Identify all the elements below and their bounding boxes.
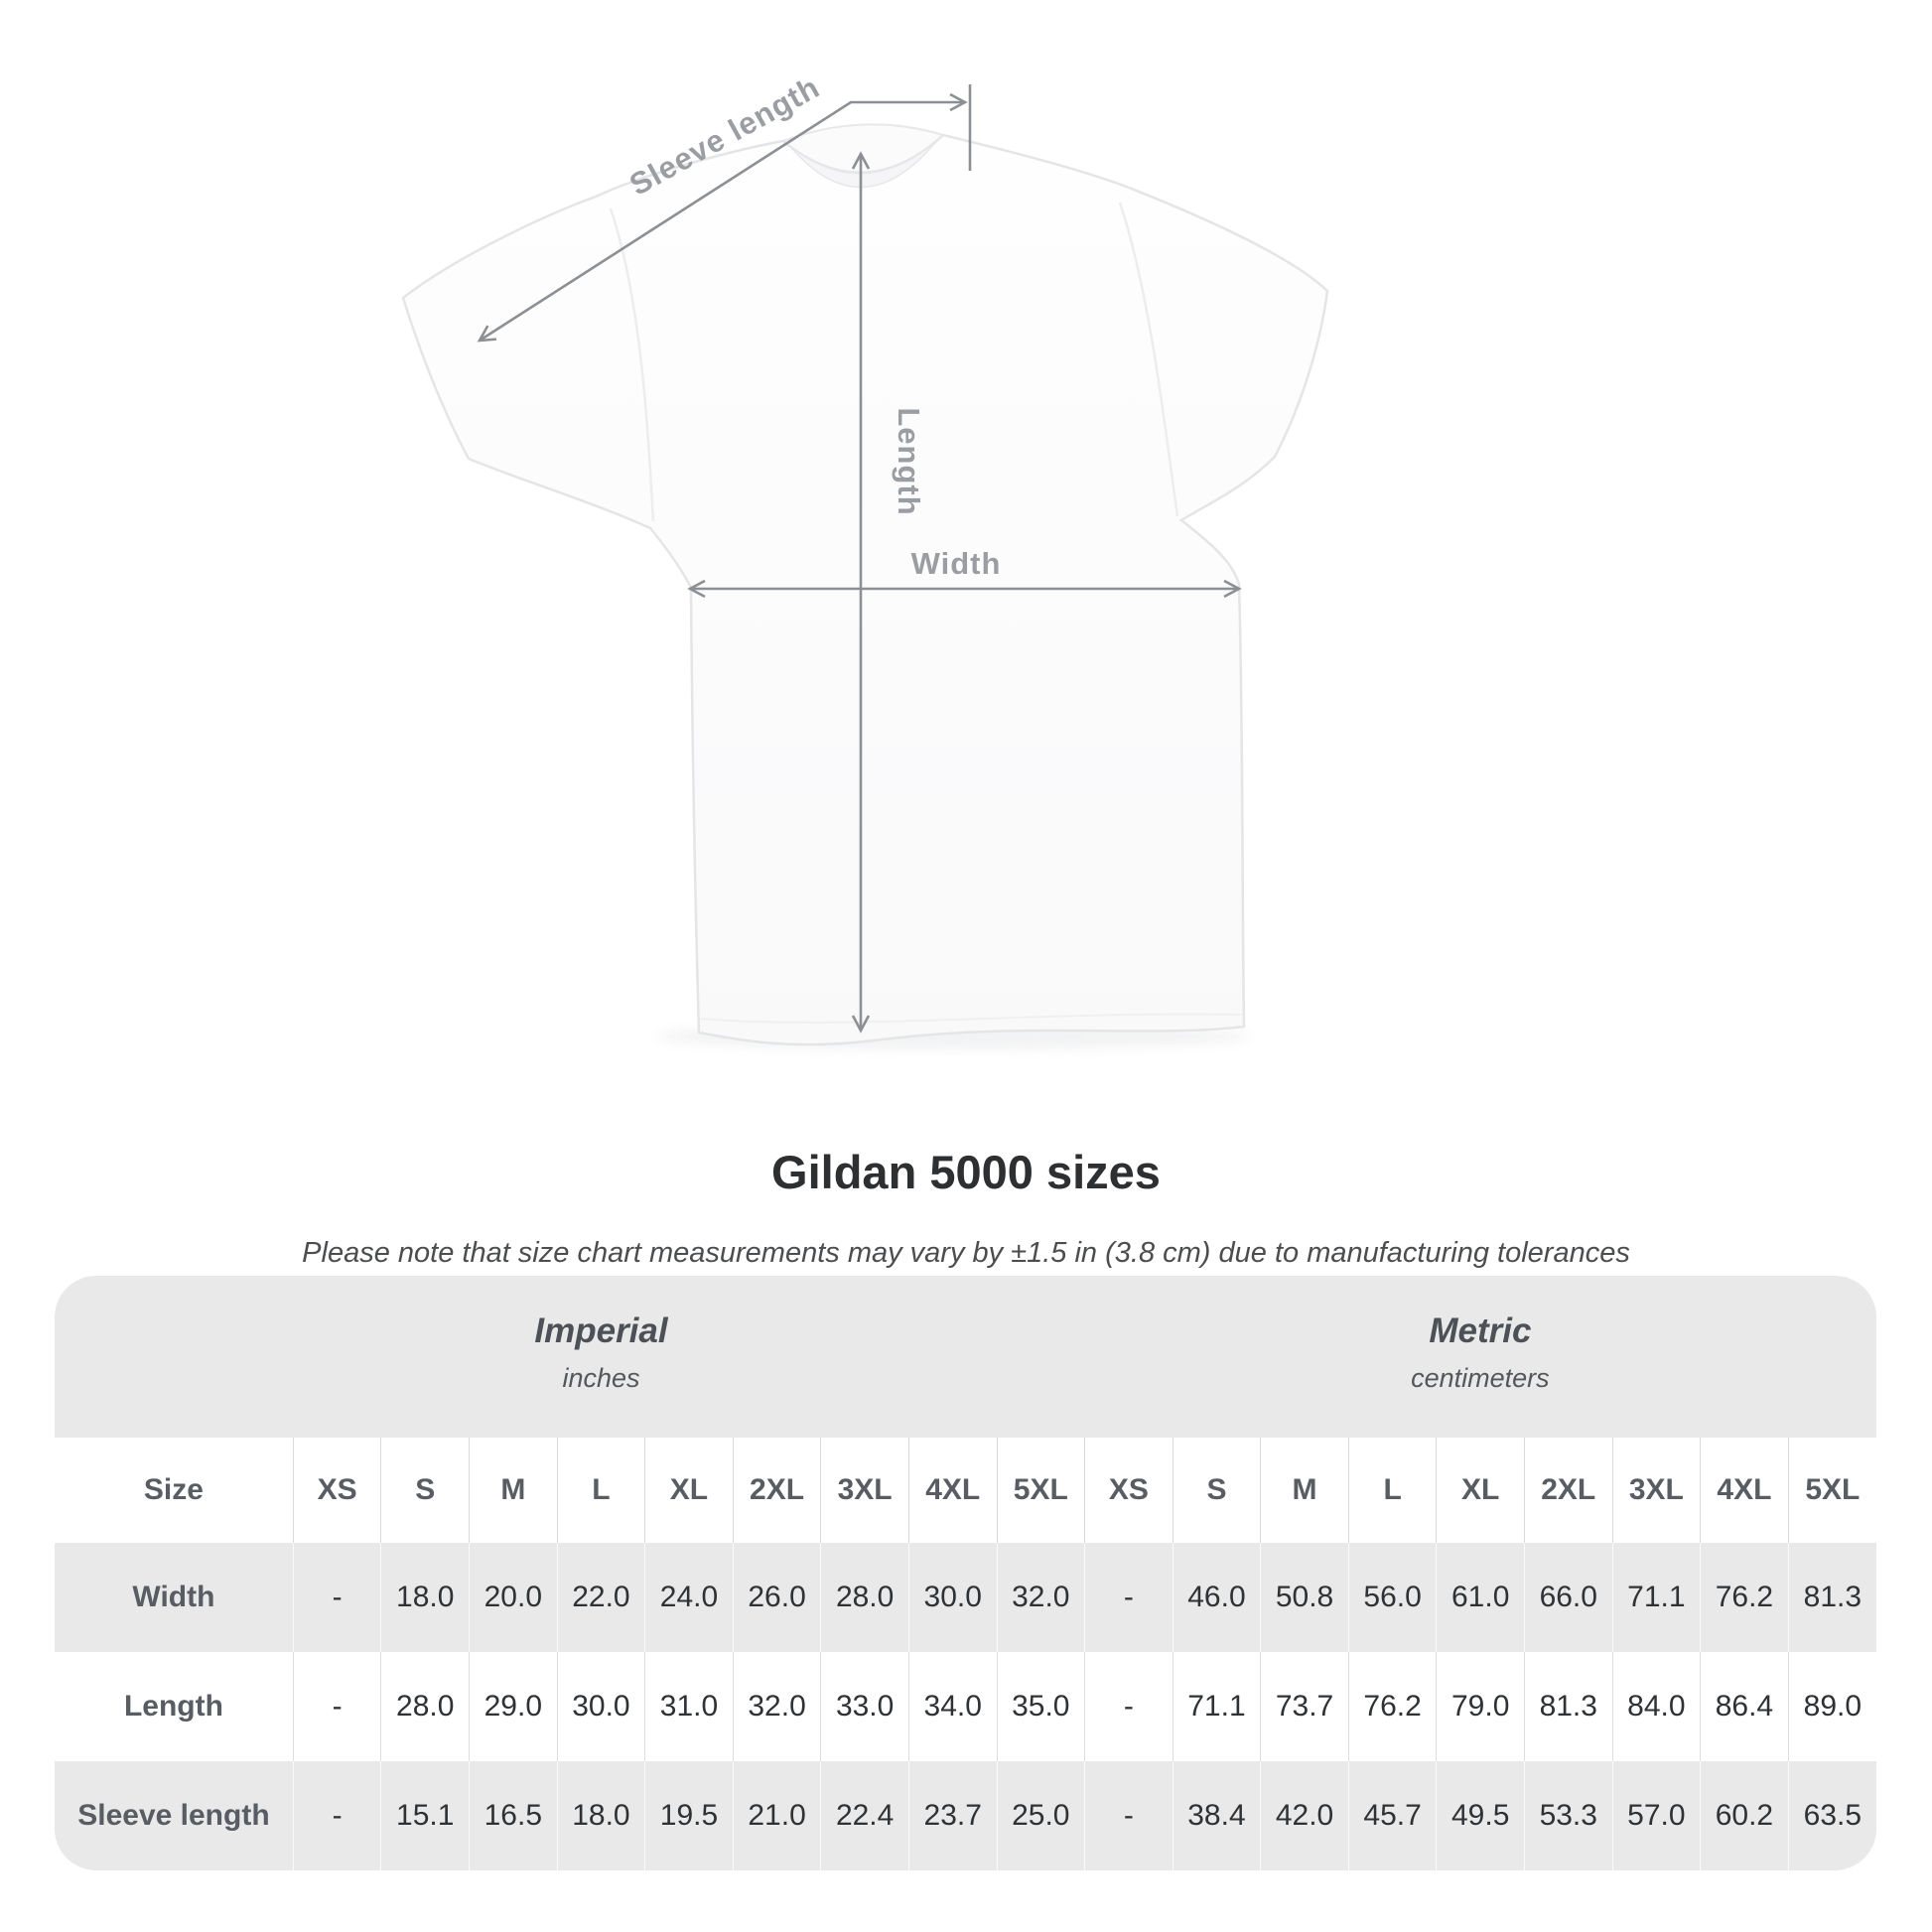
- size-header-cell: XS: [292, 1438, 381, 1543]
- measurement-value-cell: 23.7: [907, 1761, 997, 1870]
- measurement-value-cell: -: [292, 1652, 381, 1761]
- size-header-cell: 5XL: [996, 1438, 1085, 1543]
- row-label-cell: Length: [123, 1690, 223, 1723]
- size-header-cell: S: [380, 1438, 470, 1543]
- measurement-value-cell: 22.4: [820, 1761, 909, 1870]
- measurement-value-cell: 29.0: [469, 1652, 558, 1761]
- measurement-value-cell: 32.0: [732, 1652, 821, 1761]
- measurement-value-cell: 34.0: [907, 1652, 997, 1761]
- measurement-value-cell: 20.0: [469, 1543, 558, 1652]
- measurement-value-cell: 30.0: [556, 1652, 645, 1761]
- measurement-value-cell: 60.2: [1700, 1761, 1789, 1870]
- width-label: Width: [911, 546, 1002, 581]
- measurement-value-cell: -: [1084, 1761, 1173, 1870]
- measurement-value-cell: -: [292, 1543, 381, 1652]
- measurement-value-cell: 31.0: [644, 1652, 734, 1761]
- measurement-value-cell: 71.1: [1611, 1543, 1701, 1652]
- measurement-value-cell: 57.0: [1611, 1761, 1701, 1870]
- size-header-cell: M: [469, 1438, 558, 1543]
- measurement-value-cell: 81.3: [1523, 1652, 1613, 1761]
- measurement-value-cell: 15.1: [380, 1761, 470, 1870]
- measurement-value-cell: 63.5: [1787, 1761, 1876, 1870]
- measurement-value-cell: 26.0: [732, 1543, 821, 1652]
- measurement-value-cell: 89.0: [1787, 1652, 1876, 1761]
- metric-group-unit: centimeters: [1411, 1363, 1550, 1393]
- measurement-value-cell: 22.0: [556, 1543, 645, 1652]
- measurement-row: Sleeve length -15.1 16.5 18.0 19.5 21.0 22.4 23…: [55, 1761, 1876, 1870]
- measurement-value-cell: 61.0: [1436, 1543, 1525, 1652]
- size-header-cell: XL: [644, 1438, 734, 1543]
- measurement-value-cell: 19.5: [644, 1761, 734, 1870]
- size-table-panel: Imperial inches Metric centimeters Size …: [55, 1276, 1876, 1870]
- size-header-row: Size XS S M L XL 2XL 3XL 4XL 5XL XS S M L XL 2XL 3XL 4XL…: [55, 1438, 1876, 1543]
- size-header-cell: 2XL: [732, 1438, 821, 1543]
- imperial-group-title: Imperial: [534, 1311, 668, 1350]
- measurement-value-cell: -: [1084, 1652, 1173, 1761]
- measurement-value-cell: 86.4: [1700, 1652, 1789, 1761]
- table-body: Width -18.0 20.0 22.0 24.0 26.0 28.0 30.0 32.0-4…: [55, 1543, 1876, 1870]
- measurement-value-cell: 28.0: [820, 1543, 909, 1652]
- measurement-value-cell: 76.2: [1700, 1543, 1789, 1652]
- measurement-row: Width -18.0 20.0 22.0 24.0 26.0 28.0 30.0 32.0-4…: [55, 1543, 1876, 1652]
- size-header-cell: S: [1172, 1438, 1261, 1543]
- measurement-value-cell: 18.0: [380, 1543, 470, 1652]
- measurement-value-cell: 84.0: [1611, 1652, 1701, 1761]
- size-header-cell: 4XL: [907, 1438, 997, 1543]
- measurement-value-cell: 73.7: [1260, 1652, 1349, 1761]
- measurement-value-cell: 28.0: [380, 1652, 470, 1761]
- metric-group-header: Metric centimeters: [1084, 1276, 1876, 1438]
- measurement-value-cell: 21.0: [732, 1761, 821, 1870]
- metric-group-title: Metric: [1429, 1311, 1532, 1350]
- measurement-value-cell: 16.5: [469, 1761, 558, 1870]
- size-header-cell: L: [1347, 1438, 1437, 1543]
- measurement-value-cell: -: [1084, 1543, 1173, 1652]
- measurement-value-cell: 76.2: [1347, 1652, 1437, 1761]
- measurement-value-cell: 33.0: [820, 1652, 909, 1761]
- measurement-value-cell: -: [292, 1761, 381, 1870]
- length-label: Length: [892, 407, 926, 515]
- size-header-cell: 4XL: [1700, 1438, 1789, 1543]
- measurement-row: Length -28.0 29.0 30.0 31.0 32.0 33.0 34.0 35.0-…: [55, 1652, 1876, 1761]
- size-header-cell: 3XL: [1611, 1438, 1701, 1543]
- measurement-value-cell: 53.3: [1523, 1761, 1613, 1870]
- measurement-value-cell: 50.8: [1260, 1543, 1349, 1652]
- imperial-group-header: Imperial inches: [109, 1276, 1093, 1438]
- measurement-value-cell: 71.1: [1172, 1652, 1261, 1761]
- row-label-cell: Sleeve length: [77, 1799, 270, 1832]
- page-subtitle: Please note that size chart measurements…: [302, 1237, 1630, 1269]
- measurement-value-cell: 42.0: [1260, 1761, 1349, 1870]
- measurement-value-cell: 79.0: [1436, 1652, 1525, 1761]
- measurement-value-cell: 56.0: [1347, 1543, 1437, 1652]
- size-header-cell: 5XL: [1787, 1438, 1876, 1543]
- size-header-cell: M: [1260, 1438, 1349, 1543]
- size-column-header: Size: [143, 1473, 204, 1506]
- size-table: Size XS S M L XL 2XL 3XL 4XL 5XL XS S M L XL 2XL 3XL 4XL…: [55, 1438, 1876, 1870]
- size-header-cell: L: [556, 1438, 645, 1543]
- size-header-cell: XL: [1436, 1438, 1525, 1543]
- sleeve-length-arrow: [477, 92, 968, 343]
- size-header-cell: 2XL: [1523, 1438, 1613, 1543]
- size-header-cell: XS: [1084, 1438, 1173, 1543]
- measurement-value-cell: 66.0: [1523, 1543, 1613, 1652]
- imperial-group-unit: inches: [562, 1363, 640, 1393]
- tshirt-diagram: Sleeve length Length Width: [401, 69, 1329, 1049]
- measurement-value-cell: 24.0: [644, 1543, 734, 1652]
- measurement-value-cell: 45.7: [1347, 1761, 1437, 1870]
- right-sleeve-seam: [1118, 202, 1179, 517]
- measurement-value-cell: 46.0: [1172, 1543, 1261, 1652]
- measurement-value-cell: 30.0: [907, 1543, 997, 1652]
- size-header-cell: 3XL: [820, 1438, 909, 1543]
- measurement-value-cell: 81.3: [1787, 1543, 1876, 1652]
- row-label-cell: Width: [132, 1581, 215, 1613]
- measurement-value-cell: 25.0: [996, 1761, 1085, 1870]
- hem-stitch: [700, 1013, 1242, 1024]
- measurement-value-cell: 18.0: [556, 1761, 645, 1870]
- measurement-value-cell: 32.0: [996, 1543, 1085, 1652]
- page-title: Gildan 5000 sizes: [771, 1146, 1161, 1198]
- measurement-value-cell: 49.5: [1436, 1761, 1525, 1870]
- measurement-value-cell: 35.0: [996, 1652, 1085, 1761]
- unit-header-band: Imperial inches Metric centimeters: [55, 1276, 1876, 1438]
- measurement-value-cell: 38.4: [1172, 1761, 1261, 1870]
